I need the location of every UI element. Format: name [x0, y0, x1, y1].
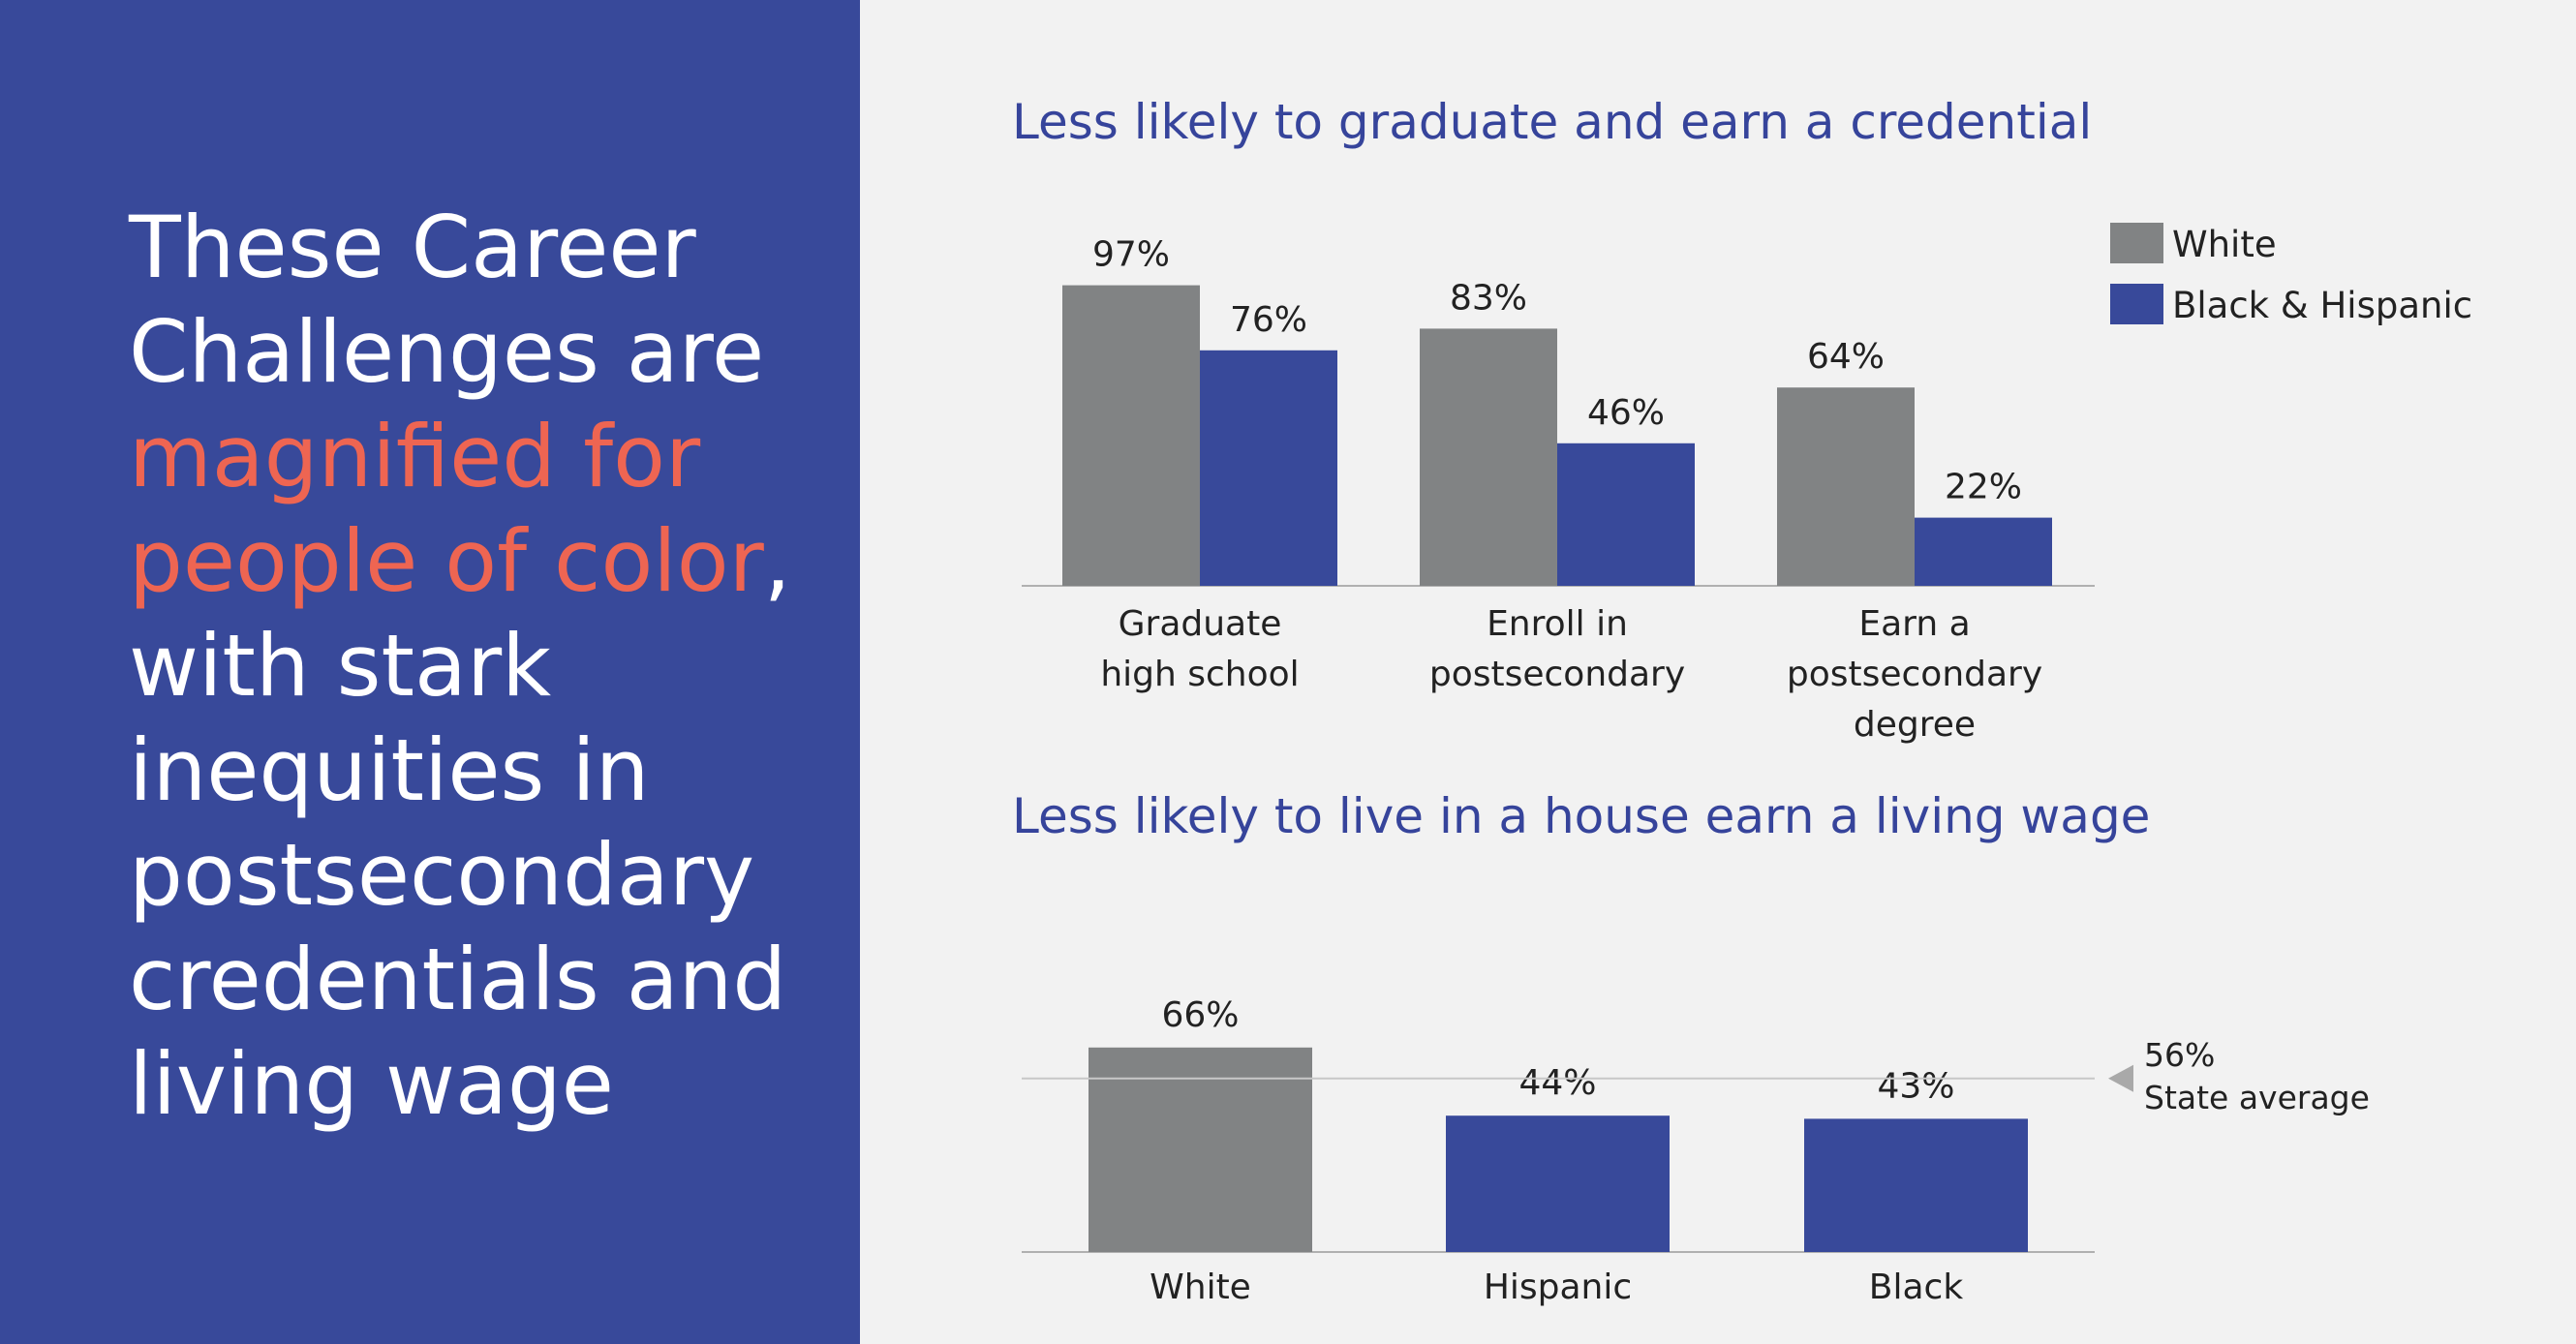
chart1-category-label-1-0: Enroll in: [1487, 604, 1628, 644]
chart2-bar-black: [1804, 1118, 2028, 1252]
headline-text-2: , with stark inequities in postsecondary…: [129, 511, 791, 1134]
chart1-category-label-2-2: degree: [1854, 705, 1976, 745]
chart1-data-label-1-2: 22%: [1945, 468, 2022, 507]
chart2-data-label-1: 44%: [1518, 1063, 1596, 1103]
chart2-title: Less likely to live in a house earn a li…: [1012, 788, 2151, 844]
chart1-category-label-0-0: Graduate: [1119, 604, 1282, 644]
chart1-bar-black-hispanic-2: [1915, 517, 2052, 586]
chart1-bar-black-hispanic-1: [1557, 443, 1695, 586]
state-average-label: State average: [2144, 1079, 2370, 1116]
chart1-data-label-1-1: 46%: [1587, 393, 1665, 433]
state-average-marker-icon: [2108, 1064, 2133, 1092]
legend-swatch-0: [2110, 223, 2163, 263]
chart1-category-label-2-1: postsecondary: [1787, 655, 2042, 694]
chart2-data-label-0: 66%: [1161, 995, 1239, 1035]
chart1-category-label-0-1: high school: [1100, 655, 1299, 694]
chart1-category-label-1-1: postsecondary: [1429, 655, 1685, 694]
chart1-category-label-2-0: Earn a: [1858, 604, 1970, 644]
chart1-bar-white-2: [1777, 387, 1915, 586]
chart2-data-label-2: 43%: [1877, 1066, 1954, 1106]
chart2-bar-hispanic: [1446, 1115, 1670, 1252]
chart1-bar-black-hispanic-0: [1200, 350, 1337, 586]
chart2-bar-white: [1089, 1047, 1312, 1252]
chart1-data-label-0-2: 64%: [1807, 337, 1885, 377]
state-average-value: 56%: [2144, 1036, 2215, 1074]
chart1-bar-white-1: [1420, 328, 1557, 586]
legend-label-1: Black & Hispanic: [2172, 285, 2472, 326]
chart1-data-label-0-1: 83%: [1450, 278, 1527, 318]
chart1-data-label-1-0: 76%: [1230, 300, 1307, 340]
chart1-bar-white-0: [1062, 285, 1200, 586]
legend-label-0: White: [2172, 224, 2277, 265]
chart2-category-label-2: Black: [1869, 1268, 1964, 1307]
chart2-category-label-0: White: [1150, 1268, 1251, 1307]
legend-swatch-1: [2110, 284, 2163, 324]
headline-text-1: These Career Challenges are: [129, 198, 765, 402]
chart2-category-label-1: Hispanic: [1484, 1268, 1632, 1307]
left-panel: These Career Challenges are magnified fo…: [0, 0, 860, 1344]
headline: These Career Challenges are magnified fo…: [129, 196, 845, 1137]
chart1-title: Less likely to graduate and earn a crede…: [1012, 94, 2093, 150]
headline-highlight: magnified for people of color: [129, 407, 764, 611]
chart1-data-label-0-0: 97%: [1092, 235, 1170, 275]
